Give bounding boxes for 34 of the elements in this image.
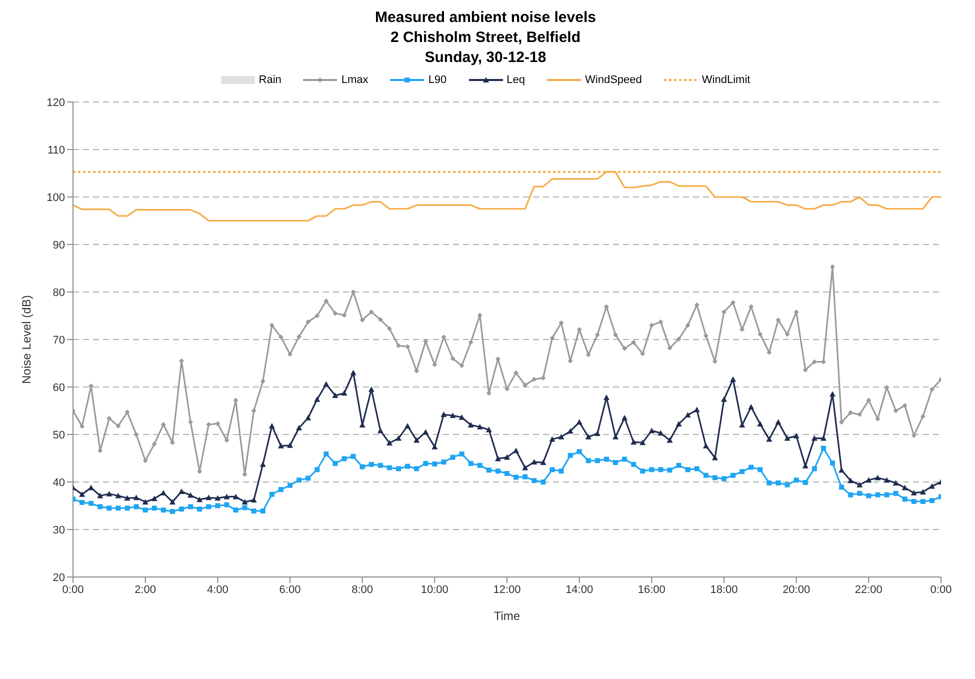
y-tick-label: 30 — [52, 524, 65, 536]
legend-label: Lmax — [341, 74, 368, 86]
legend-label: L90 — [428, 74, 447, 86]
x-tick-label: 16:00 — [638, 584, 666, 596]
y-tick-label: 120 — [46, 96, 65, 109]
y-tick-label: 110 — [47, 144, 65, 156]
y-tick-label: 100 — [46, 192, 65, 204]
legend-label: WindLimit — [702, 74, 750, 86]
y-tick-label: 20 — [52, 572, 65, 584]
x-tick-label: 22:00 — [854, 584, 882, 596]
line-series — [73, 171, 941, 222]
x-tick-label: 18:00 — [710, 584, 738, 596]
legend-label: Rain — [258, 74, 282, 86]
x-tick-label: 6:00 — [279, 584, 301, 596]
y-tick-label: 50 — [52, 429, 65, 442]
y-tick-label: 60 — [52, 382, 65, 394]
x-tick-label: 10:00 — [420, 584, 448, 596]
x-tick-label: 0:00 — [62, 584, 84, 596]
y-axis-title: Noise Level (dB) — [19, 295, 34, 384]
x-tick-label: 8:00 — [352, 584, 374, 596]
chart-title: Measured ambient noise levels 2 Chisholm Street, Belfield Sunday, 30-12-18 — [374, 8, 597, 68]
x-tick-label: 12:00 — [493, 584, 521, 596]
x-tick-label: 0:00 — [930, 584, 952, 596]
x-tick-label: 2:00 — [134, 584, 156, 596]
x-tick-label: 4:00 — [206, 584, 228, 596]
x-axis-title: Time — [494, 609, 520, 623]
y-tick-label: 70 — [52, 334, 65, 346]
y-tick-label: 90 — [52, 239, 65, 252]
x-tick-label: 20:00 — [782, 584, 810, 596]
y-tick-label: 40 — [52, 476, 65, 489]
legend-label: Leq — [506, 74, 526, 86]
x-tick-label: 14:00 — [566, 584, 594, 596]
legend-label: WindSpeed — [585, 74, 642, 86]
y-tick-label: 80 — [52, 286, 65, 299]
